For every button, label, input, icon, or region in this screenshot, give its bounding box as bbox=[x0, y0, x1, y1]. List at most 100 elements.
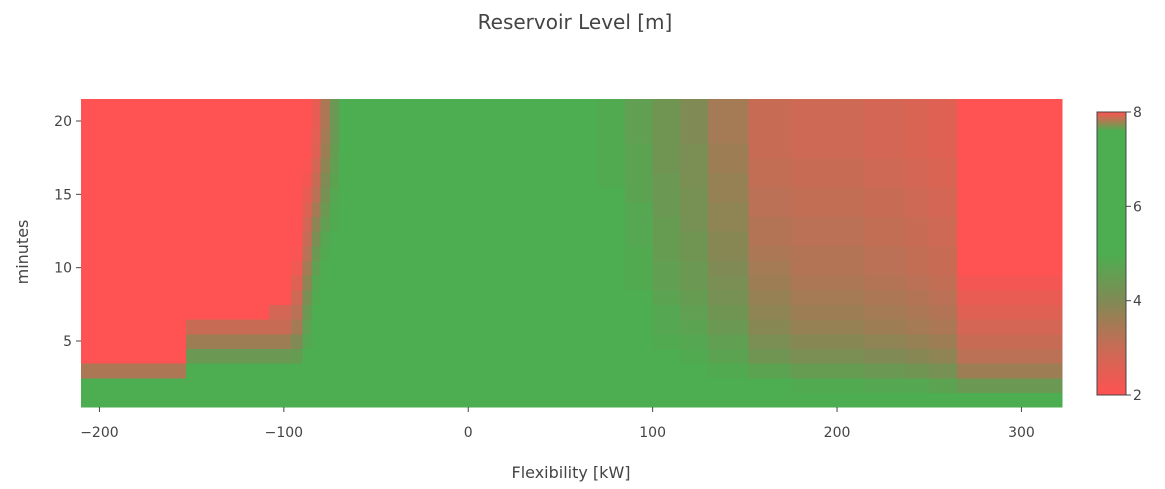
heatmap-cell bbox=[905, 99, 930, 115]
heatmap-cell bbox=[652, 128, 681, 144]
heatmap-cell bbox=[575, 260, 598, 276]
heatmap-cell bbox=[311, 392, 322, 408]
heatmap-cell bbox=[864, 377, 906, 393]
heatmap-cell bbox=[905, 363, 930, 379]
heatmap-cell bbox=[680, 348, 709, 364]
heatmap-cell bbox=[302, 304, 313, 320]
heatmap-cell bbox=[186, 348, 215, 364]
heatmap-cell bbox=[652, 143, 681, 159]
heatmap-cell bbox=[320, 319, 331, 335]
heatmap-cell bbox=[1002, 128, 1063, 144]
heatmap-cell bbox=[339, 392, 351, 408]
heatmap-cell bbox=[905, 172, 930, 188]
heatmap-cell bbox=[1002, 392, 1063, 408]
heatmap-cell bbox=[320, 172, 331, 188]
heatmap-cell bbox=[311, 128, 322, 144]
heatmap-cell bbox=[542, 187, 576, 203]
heatmap-cell bbox=[311, 260, 322, 276]
heatmap-cell bbox=[269, 289, 292, 305]
heatmap-cell bbox=[652, 319, 681, 335]
heatmap-cell bbox=[213, 333, 244, 349]
heatmap-cell bbox=[302, 128, 313, 144]
heatmap-cell bbox=[837, 157, 866, 173]
heatmap-cell bbox=[269, 113, 292, 129]
heatmap-cell bbox=[905, 245, 930, 261]
heatmap-cell bbox=[291, 216, 303, 232]
heatmap-cell bbox=[243, 231, 270, 247]
heatmap-cell bbox=[291, 392, 303, 408]
heatmap-cell bbox=[864, 113, 906, 129]
heatmap-cell bbox=[302, 216, 313, 232]
heatmap-cell bbox=[837, 304, 866, 320]
heatmap-cell bbox=[652, 245, 681, 261]
heatmap-cell bbox=[1002, 289, 1063, 305]
heatmap-cell bbox=[929, 289, 958, 305]
heatmap-cell bbox=[291, 172, 303, 188]
heatmap-cell bbox=[81, 113, 187, 129]
heatmap-cell bbox=[320, 289, 331, 305]
heatmap-cell bbox=[864, 363, 906, 379]
heatmap-cell bbox=[311, 231, 322, 247]
heatmap-cell bbox=[311, 289, 322, 305]
heatmap-cell bbox=[748, 363, 792, 379]
heatmap-cell bbox=[394, 99, 469, 115]
heatmap-cell bbox=[790, 304, 838, 320]
heatmap-cell bbox=[302, 99, 313, 115]
heatmap-cell bbox=[269, 260, 292, 276]
heatmap-cell bbox=[624, 333, 654, 349]
heatmap-cell bbox=[394, 157, 469, 173]
heatmap-cell bbox=[790, 231, 838, 247]
heatmap-cell bbox=[597, 245, 626, 261]
heatmap-cell bbox=[748, 157, 792, 173]
heatmap-cell bbox=[302, 319, 313, 335]
heatmap-cell bbox=[311, 113, 322, 129]
heatmap-cell bbox=[652, 392, 681, 408]
heatmap-cell bbox=[468, 231, 543, 247]
heatmap-cell bbox=[597, 187, 626, 203]
heatmap-cell bbox=[864, 333, 906, 349]
heatmap-cell bbox=[652, 99, 681, 115]
heatmap-cell bbox=[394, 245, 469, 261]
heatmap-cell bbox=[1002, 187, 1063, 203]
heatmap-cell bbox=[680, 216, 709, 232]
heatmap-cell bbox=[748, 319, 792, 335]
heatmap-cell bbox=[575, 113, 598, 129]
heatmap-cell bbox=[320, 260, 331, 276]
heatmap-cell bbox=[790, 319, 838, 335]
heatmap-cell bbox=[837, 333, 866, 349]
heatmap-cell bbox=[790, 348, 838, 364]
heatmap-cell bbox=[624, 304, 654, 320]
heatmap-cell bbox=[1002, 172, 1063, 188]
heatmap-cell bbox=[394, 319, 469, 335]
heatmap-cell bbox=[864, 99, 906, 115]
y-axis-label: minutes bbox=[13, 220, 32, 285]
heatmap-cell bbox=[1002, 319, 1063, 335]
heatmap-cell bbox=[575, 187, 598, 203]
heatmap-cell bbox=[81, 348, 187, 364]
heatmap-cell bbox=[339, 231, 351, 247]
heatmap-cell bbox=[243, 143, 270, 159]
heatmap-cell bbox=[864, 275, 906, 291]
heatmap-cell bbox=[837, 201, 866, 217]
heatmap-cell bbox=[269, 143, 292, 159]
heatmap-cell bbox=[748, 289, 792, 305]
heatmap-cell bbox=[329, 187, 340, 203]
heatmap-cell bbox=[748, 201, 792, 217]
heatmap-cell bbox=[790, 377, 838, 393]
heatmap-cell bbox=[269, 216, 292, 232]
heatmap-cell bbox=[468, 99, 543, 115]
heatmap-cell bbox=[213, 201, 244, 217]
heatmap-cell bbox=[1002, 231, 1063, 247]
heatmap-cell bbox=[905, 392, 930, 408]
heatmap-cell bbox=[291, 143, 303, 159]
heatmap-cell bbox=[339, 187, 351, 203]
heatmap-cell bbox=[213, 348, 244, 364]
heatmap-cell bbox=[624, 289, 654, 305]
heatmap-cell bbox=[302, 157, 313, 173]
heatmap-cell bbox=[837, 245, 866, 261]
heatmap-cell bbox=[320, 363, 331, 379]
heatmap-cell bbox=[956, 187, 1004, 203]
heatmap-cell bbox=[1002, 377, 1063, 393]
heatmap-cell bbox=[269, 377, 292, 393]
